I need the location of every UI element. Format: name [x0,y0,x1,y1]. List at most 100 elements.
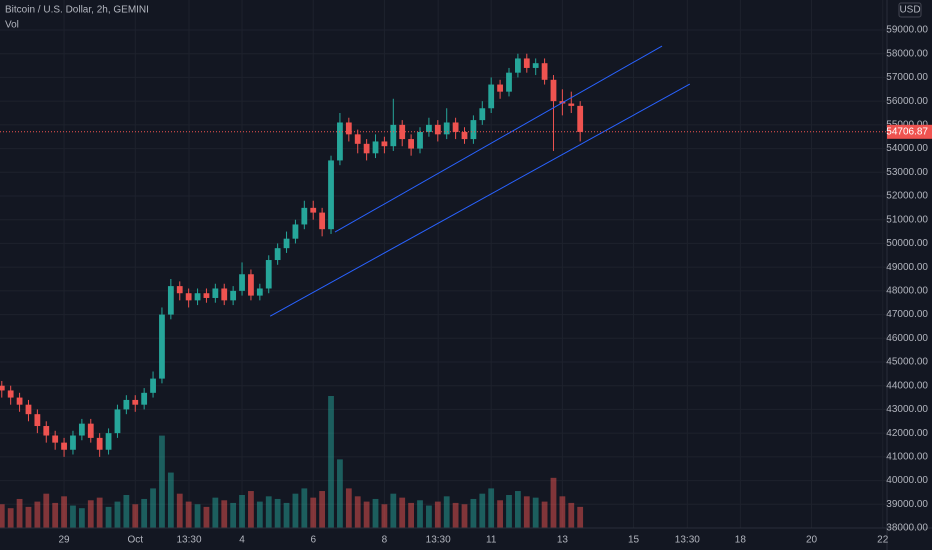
y-tick-label: 48000.00 [886,285,928,296]
x-tick-label: 18 [735,535,747,546]
candle-body [354,134,361,144]
volume-bar [577,506,584,528]
candle-body [283,238,290,249]
volume-bar [176,493,183,528]
y-tick-label: 41000.00 [886,451,928,462]
y-tick-label: 44000.00 [886,380,928,391]
volume-bar [159,435,165,528]
volume-bar [274,498,281,528]
volume-bar [532,497,539,528]
candle-body [497,84,503,92]
volume-bar [185,501,192,528]
volume-bar [372,498,379,528]
candle-body [408,139,415,149]
volume-bar [105,506,112,528]
candle-body [488,84,495,109]
candle-body [426,124,432,132]
volume-bar [87,500,94,528]
x-tick-label: 13 [557,535,569,546]
candle-body [78,423,85,436]
x-tick-label: 4 [239,535,245,546]
trend-line [269,83,691,317]
y-tick-label: 49000.00 [886,262,928,273]
volume-bar [301,488,308,528]
volume-bar [16,498,23,528]
y-tick-label: 45000.00 [886,357,928,368]
volume-bar [470,498,477,528]
volume-bar [194,504,201,528]
candle-body [141,392,148,405]
candle-body [372,141,379,154]
volume-bar [43,493,50,528]
y-tick-label: 52000.00 [886,191,928,202]
candle-body [25,404,32,415]
candle-body [248,274,254,296]
candle-body [167,286,174,315]
volume-bar [541,501,548,528]
volume-bar [488,488,495,528]
candle-body [7,390,14,398]
x-tick-label: 15 [628,535,640,546]
volume-bar [78,508,85,528]
candle-body [470,120,477,140]
candle-body [319,212,326,230]
candle-body [105,433,112,450]
y-tick-label: 59000.00 [886,25,928,36]
volume-bar [354,496,361,528]
volume-bar [70,505,76,528]
candle-body [43,426,50,436]
y-tick-label: 50000.00 [886,238,928,249]
candle-body [381,141,388,147]
candle-body [523,58,530,68]
currency-box[interactable] [898,2,922,18]
candle-body [159,314,165,379]
volume-bar [337,459,343,528]
volume-bar [265,496,272,528]
x-tick-label: 20 [806,535,818,546]
candle-body [265,260,272,289]
volume-bar [114,501,121,528]
volume-bar [506,495,512,528]
volume-bar [310,497,317,528]
volume-bar [123,495,130,528]
volume-bar [256,501,263,528]
candle-body [150,378,156,393]
y-tick-label: 40000.00 [886,475,928,486]
candle-body [132,399,139,405]
candle-body [123,399,130,410]
y-tick-label: 47000.00 [886,309,928,320]
candle-body [301,207,308,225]
volume-bar [523,496,530,528]
y-tick-label: 43000.00 [886,404,928,415]
candle-body [96,437,103,450]
volume-bar [212,497,219,528]
candle-body [452,122,459,132]
candle-body [34,414,41,427]
chart-title: Bitcoin / U.S. Dollar, 2h, GEMINI [5,5,149,16]
volume-bar [0,504,5,528]
volume-bar [345,488,352,528]
candle-body [176,286,183,294]
x-tick-label: Oct [127,535,143,546]
y-tick-label: 58000.00 [886,48,928,59]
candle-body [310,207,317,213]
candle-body [185,293,192,301]
volume-bar [96,497,103,528]
volume-bar [52,502,59,528]
x-tick-label: 13:30 [426,535,451,546]
candle-body [328,160,334,230]
y-tick-label: 57000.00 [886,72,928,83]
y-tick-label: 51000.00 [886,214,928,225]
x-tick-label: 22 [877,535,889,546]
candle-body [239,274,245,291]
volume-bar [452,502,459,528]
x-tick-label: 6 [310,535,316,546]
y-tick-label: 42000.00 [886,428,928,439]
candle-body [61,442,67,450]
volume-bar [408,502,415,528]
volume-label: Vol [5,20,19,31]
x-tick-label: 29 [59,535,71,546]
volume-bar [34,501,41,528]
trend-line [334,45,663,233]
